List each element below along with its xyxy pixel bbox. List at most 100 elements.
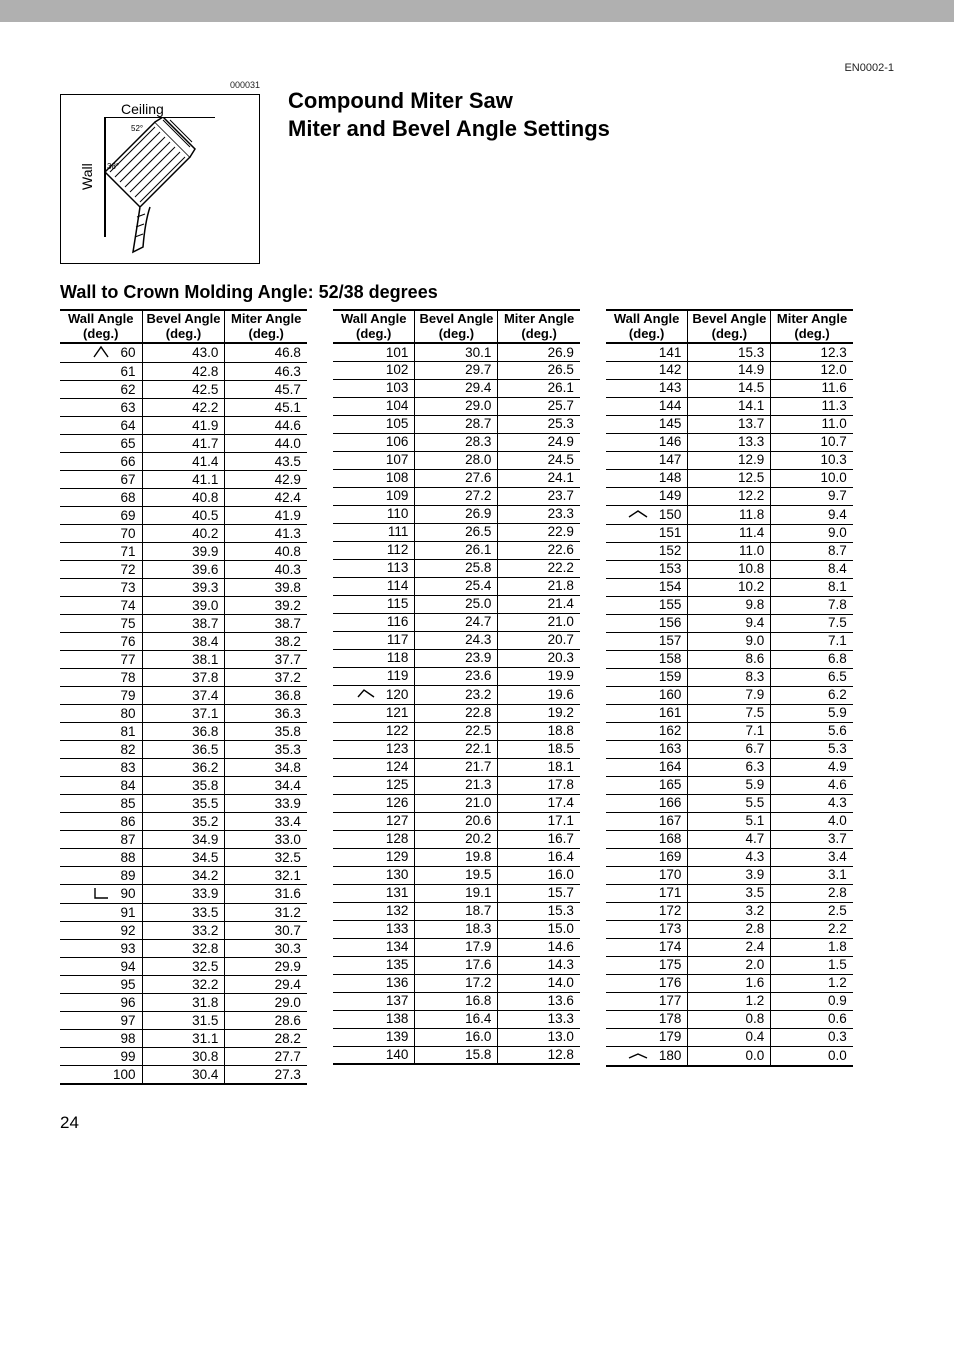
miter-angle-cell: 42.4: [225, 489, 307, 507]
page-top-bar: [0, 0, 954, 22]
table-row: 139 16.0 13.0: [333, 1028, 580, 1046]
bevel-angle-cell: 11.4: [688, 524, 771, 542]
bevel-angle-cell: 8.6: [688, 650, 771, 668]
wall-angle-cell: 175: [606, 956, 688, 974]
table-row: 162 7.1 5.6: [606, 722, 853, 740]
bevel-angle-cell: 2.8: [688, 920, 771, 938]
table-row: 67 41.1 42.9: [60, 471, 307, 489]
table-row: 74 39.0 39.2: [60, 597, 307, 615]
wall-angle-cell: 84: [60, 777, 142, 795]
wall-angle-cell: 161: [606, 704, 688, 722]
miter-angle-cell: 4.0: [771, 812, 853, 830]
table-row: 122 22.5 18.8: [333, 722, 580, 740]
wall-angle-cell: 76: [60, 633, 142, 651]
bevel-angle-cell: 39.9: [142, 543, 225, 561]
table-row: 172 3.2 2.5: [606, 902, 853, 920]
wall-angle-cell: 171: [606, 884, 688, 902]
wall-angle-value: 120: [386, 688, 409, 702]
miter-angle-cell: 20.7: [498, 631, 580, 649]
bevel-angle-cell: 5.1: [688, 812, 771, 830]
bevel-angle-cell: 1.6: [688, 974, 771, 992]
wall-angle-cell: 144: [606, 397, 688, 415]
wall-angle-cell: 169: [606, 848, 688, 866]
table-row: 161 7.5 5.9: [606, 704, 853, 722]
miter-angle-cell: 3.1: [771, 866, 853, 884]
table-row: 90 33.9 31.6: [60, 885, 307, 904]
wall-angle-cell: 173: [606, 920, 688, 938]
bevel-angle-cell: 35.8: [142, 777, 225, 795]
table-row: 153 10.8 8.4: [606, 560, 853, 578]
miter-angle-cell: 37.2: [225, 669, 307, 687]
wall-angle-cell: 158: [606, 650, 688, 668]
bevel-angle-cell: 28.7: [415, 415, 498, 433]
table-row: 178 0.8 0.6: [606, 1010, 853, 1028]
miter-angle-cell: 18.5: [498, 740, 580, 758]
bevel-angle-cell: 17.2: [415, 974, 498, 992]
bevel-angle-cell: 40.8: [142, 489, 225, 507]
miter-angle-cell: 1.8: [771, 938, 853, 956]
bevel-angle-cell: 14.1: [688, 397, 771, 415]
wall-angle-cell: 96: [60, 994, 142, 1012]
miter-angle-cell: 6.8: [771, 650, 853, 668]
miter-angle-cell: 38.7: [225, 615, 307, 633]
table-row: 81 36.8 35.8: [60, 723, 307, 741]
table-row: 78 37.8 37.2: [60, 669, 307, 687]
wall-angle-value: 150: [659, 508, 682, 522]
table-row: 66 41.4 43.5: [60, 453, 307, 471]
table-row: 158 8.6 6.8: [606, 650, 853, 668]
miter-angle-cell: 25.7: [498, 397, 580, 415]
wall-angle-cell: 126: [333, 794, 415, 812]
table-row: 173 2.8 2.2: [606, 920, 853, 938]
table-row: 62 42.5 45.7: [60, 381, 307, 399]
table-row: 63 42.2 45.1: [60, 399, 307, 417]
miter-angle-cell: 4.3: [771, 794, 853, 812]
table-row: 110 26.9 23.3: [333, 505, 580, 523]
wall-angle-cell: 151: [606, 524, 688, 542]
miter-angle-cell: 23.3: [498, 505, 580, 523]
wall-angle-cell: 162: [606, 722, 688, 740]
wall-angle-cell: 95: [60, 976, 142, 994]
bevel-angle-cell: 24.7: [415, 613, 498, 631]
bevel-angle-cell: 29.7: [415, 361, 498, 379]
miter-angle-cell: 15.3: [498, 902, 580, 920]
table-row: 61 42.8 46.3: [60, 363, 307, 381]
wall-angle-cell: 141: [606, 343, 688, 361]
table-row: 149 12.2 9.7: [606, 487, 853, 505]
wall-angle-cell: 172: [606, 902, 688, 920]
miter-angle-cell: 33.4: [225, 813, 307, 831]
angle-table-2: Wall Angle Bevel Angle Miter Angle (deg.…: [333, 309, 580, 1065]
table-row: 100 30.4 27.3: [60, 1066, 307, 1084]
wall-angle-cell: 87: [60, 831, 142, 849]
wall-angle-cell: 149: [606, 487, 688, 505]
miter-angle-cell: 7.8: [771, 596, 853, 614]
miter-angle-cell: 36.3: [225, 705, 307, 723]
table-row: 152 11.0 8.7: [606, 542, 853, 560]
bevel-angle-cell: 16.4: [415, 1010, 498, 1028]
bevel-angle-cell: 11.0: [688, 542, 771, 560]
wall-angle-cell: 136: [333, 974, 415, 992]
wall-angle-cell: 120: [333, 685, 415, 704]
header-row: 000031 Ceiling Wall: [60, 80, 894, 264]
miter-angle-cell: 29.0: [225, 994, 307, 1012]
wall-angle-cell: 77: [60, 651, 142, 669]
bevel-angle-cell: 3.2: [688, 902, 771, 920]
miter-angle-cell: 0.3: [771, 1028, 853, 1046]
document-code: EN0002-1: [60, 62, 894, 74]
angle-flat-icon: [627, 1049, 649, 1063]
bevel-angle-cell: 12.5: [688, 469, 771, 487]
bevel-angle-cell: 16.8: [415, 992, 498, 1010]
table-row: 93 32.8 30.3: [60, 940, 307, 958]
table-row: 107 28.0 24.5: [333, 451, 580, 469]
miter-angle-cell: 13.6: [498, 992, 580, 1010]
table-row: 65 41.7 44.0: [60, 435, 307, 453]
bevel-angle-cell: 33.9: [142, 885, 225, 904]
table-row: 174 2.4 1.8: [606, 938, 853, 956]
miter-angle-cell: 35.8: [225, 723, 307, 741]
table-row: 97 31.5 28.6: [60, 1012, 307, 1030]
table-row: 136 17.2 14.0: [333, 974, 580, 992]
miter-angle-cell: 39.8: [225, 579, 307, 597]
miter-angle-cell: 31.6: [225, 885, 307, 904]
wall-angle-cell: 155: [606, 596, 688, 614]
table-row: 166 5.5 4.3: [606, 794, 853, 812]
bevel-angle-cell: 18.3: [415, 920, 498, 938]
